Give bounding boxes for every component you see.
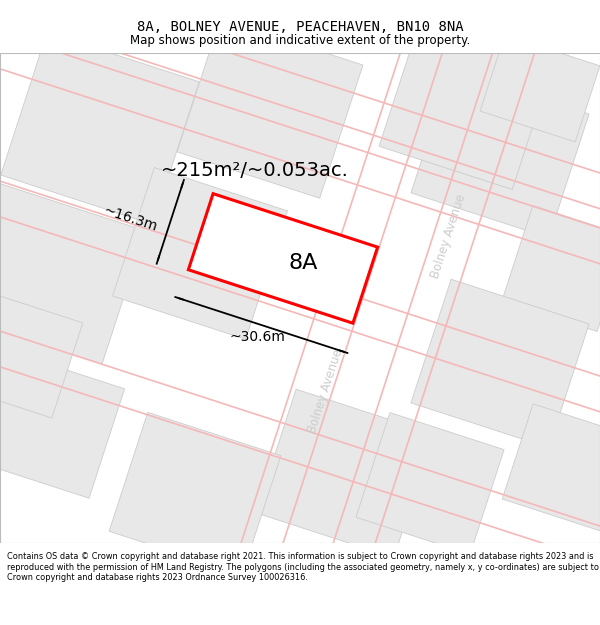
Polygon shape (480, 35, 600, 142)
Polygon shape (0, 289, 83, 418)
Polygon shape (502, 206, 600, 331)
Polygon shape (188, 194, 377, 323)
Polygon shape (109, 412, 281, 574)
Text: 8A: 8A (289, 253, 317, 273)
Polygon shape (379, 28, 551, 189)
Polygon shape (411, 279, 589, 448)
Text: Bolney Avenue: Bolney Avenue (428, 192, 468, 280)
Text: ~16.3m: ~16.3m (101, 203, 159, 234)
Text: Bolney Avenue: Bolney Avenue (305, 348, 345, 435)
Polygon shape (1, 32, 199, 224)
Polygon shape (256, 389, 434, 558)
Polygon shape (0, 183, 145, 364)
Polygon shape (411, 69, 589, 238)
Polygon shape (356, 412, 504, 554)
Polygon shape (177, 19, 363, 198)
Text: Contains OS data © Crown copyright and database right 2021. This information is : Contains OS data © Crown copyright and d… (7, 552, 599, 582)
Text: ~30.6m: ~30.6m (229, 331, 285, 344)
Text: 8A, BOLNEY AVENUE, PEACEHAVEN, BN10 8NA: 8A, BOLNEY AVENUE, PEACEHAVEN, BN10 8NA (137, 20, 463, 34)
Text: Map shows position and indicative extent of the property.: Map shows position and indicative extent… (130, 34, 470, 47)
Polygon shape (502, 404, 600, 533)
Polygon shape (0, 349, 125, 498)
Text: ~215m²/~0.053ac.: ~215m²/~0.053ac. (161, 161, 349, 180)
Polygon shape (113, 168, 287, 339)
